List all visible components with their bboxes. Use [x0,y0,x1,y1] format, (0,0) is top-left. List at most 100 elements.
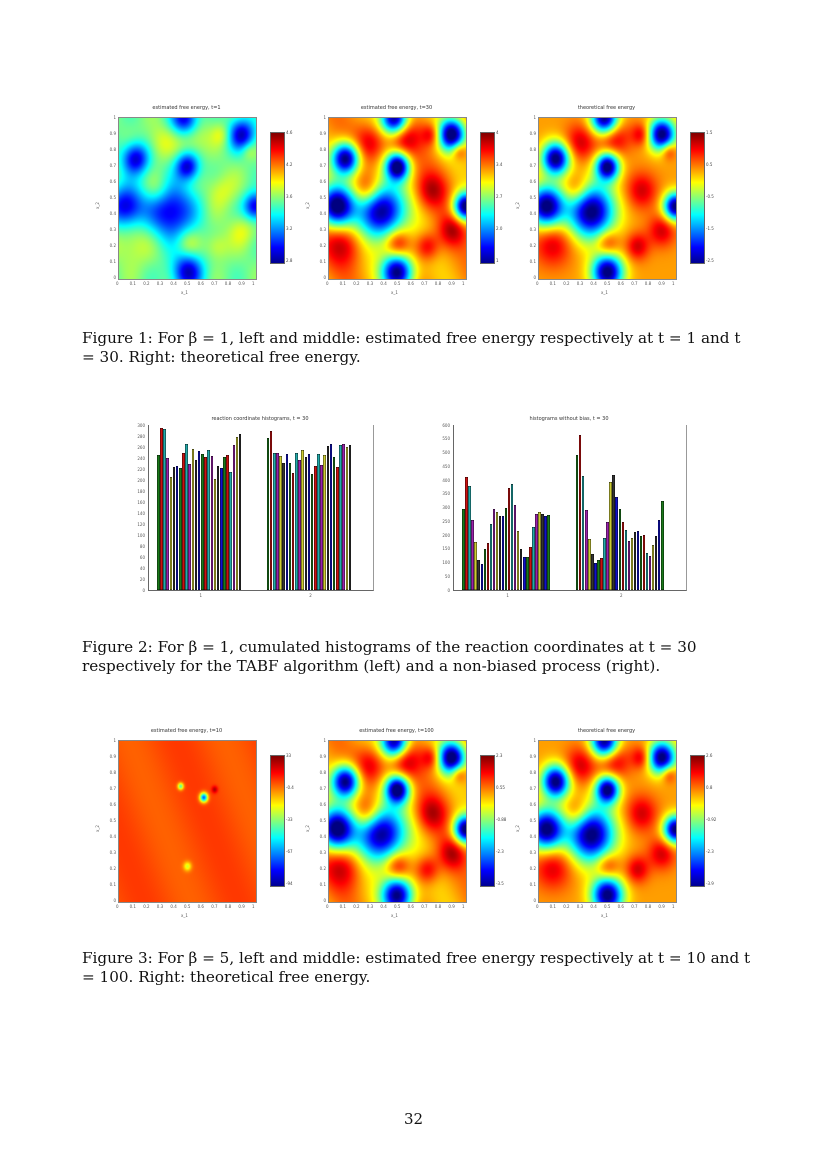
bar [655,536,658,590]
bar [323,454,326,590]
x-tick-label: 0 [326,281,329,286]
colorbar-label: -2.3 [496,849,504,854]
x-tick-label: 0.3 [576,281,584,286]
x-tick-label: 0.8 [644,904,652,909]
x-tick-label: 0.3 [366,281,374,286]
colorbar [270,755,285,887]
plot-title: theoretical free energy [577,105,636,111]
x-axis-label: x_1 [181,290,188,295]
colorbar-label: 1.5 [706,130,713,135]
bar [329,443,333,590]
y-tick-label: 500 [442,450,450,455]
y-tick-label: 350 [442,491,450,497]
x-tick-label: 0.7 [631,281,638,286]
bar [197,451,201,590]
bar [235,436,239,590]
y-tick-label: 0.9 [529,754,536,759]
figure-2-caption: Figure 2: For β = 1, cumulated histogram… [82,638,697,675]
bar [477,559,480,590]
colorbar-label: -0.4 [286,785,294,790]
bar [544,515,547,590]
heatmap [328,740,467,903]
bar [314,465,317,590]
y-tick-label: 0.8 [319,147,326,152]
bar [606,522,609,590]
colorbar-label: -0.5 [706,194,714,199]
bar [339,444,342,590]
bar [624,529,628,590]
bar [232,444,236,590]
x-tick-label: 0.4 [170,904,177,909]
bar [462,508,465,590]
bar [642,535,646,590]
y-tick-label: 0.5 [529,818,536,823]
bar [307,454,311,590]
y-axis-label: x_2 [304,202,310,209]
colorbar-label: 0.55 [496,785,505,790]
y-tick-label: 0.1 [109,259,116,264]
bar [615,496,618,590]
x-tick-label: 0.9 [238,281,245,286]
y-tick-label: 0.7 [319,786,326,791]
y-tick-label: 0.6 [109,802,116,807]
x-tick-label: 0.1 [549,904,556,909]
y-tick-label: 120 [137,521,145,527]
colorbar-label: -2.3 [706,849,714,854]
colorbar-label: -1.5 [706,226,714,231]
y-tick-label: 0.7 [109,786,116,791]
plot-title: theoretical free energy [577,728,636,734]
x-tick-label: 0.1 [339,904,346,909]
y-tick-label: 0.3 [529,227,536,232]
colorbar [270,132,285,264]
bar [474,541,477,590]
y-tick-label: 0.5 [109,818,116,823]
bar [207,449,210,590]
bar [645,552,649,590]
bar [597,559,600,590]
x-tick-label: 0.6 [197,281,204,286]
bar [220,467,223,590]
colorbar-label: -67 [286,849,293,854]
colorbar-label: 3.2 [286,226,293,231]
bar [661,500,664,590]
x-tick-label: 0.6 [407,904,414,909]
y-tick-label: 300 [442,505,450,510]
bar [489,524,493,590]
y-tick-label: 80 [139,543,145,549]
bar [332,457,336,590]
plot-title: estimated free energy, t=30 [360,105,433,111]
bar [468,486,471,590]
colorbar-label: 2.0 [496,226,503,231]
y-tick-label: 100 [137,532,145,538]
y-tick-label: 250 [442,518,450,524]
bar [285,453,289,590]
y-tick-label: 0.8 [109,147,116,152]
x-tick-label: 0.7 [421,281,428,286]
bar [210,456,214,590]
x-tick-label: 0.2 [353,281,360,286]
x-tick-label: 0 [536,281,539,286]
colorbar [690,132,705,264]
bar [269,430,273,590]
x-axis-label: x_1 [601,913,608,918]
y-tick-label: 180 [137,488,145,494]
x-axis-label: x_1 [181,913,188,918]
y-tick-label: 0.2 [109,866,116,871]
y-tick-label: 0.1 [319,882,326,887]
y-tick-label: 0.6 [529,802,536,807]
y-tick-label: 0.8 [109,770,116,775]
heatmap [538,740,677,903]
colorbar-label: 0.5 [706,162,713,167]
y-tick-label: 450 [442,463,450,469]
bar [621,521,624,590]
bar [483,548,486,590]
x-tick-label: 0.8 [224,904,232,909]
y-tick-label: 0.9 [109,754,116,759]
bar [520,548,523,590]
y-tick-label: 0.7 [529,163,536,168]
bar [336,466,339,590]
y-tick-label: 50 [444,573,450,579]
figure-3-caption: Figure 3: For β = 5, left and middle: es… [82,949,751,986]
bar [486,543,490,590]
